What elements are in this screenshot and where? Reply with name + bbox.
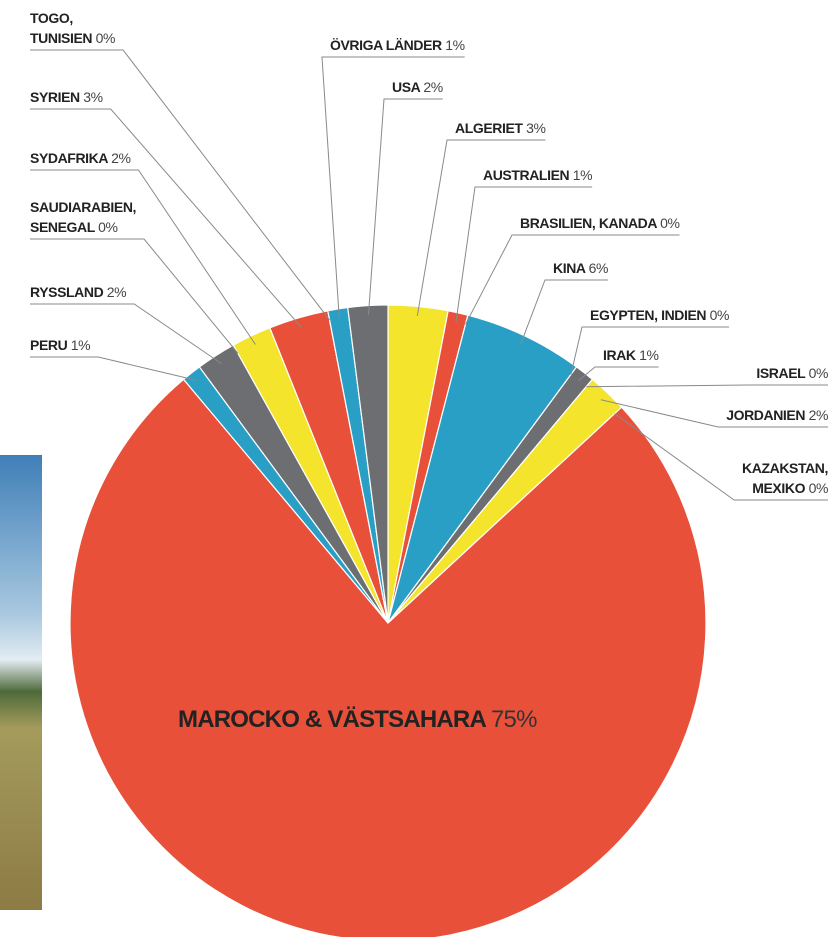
leader-line bbox=[586, 384, 828, 388]
slice-label: KINA 6% bbox=[553, 258, 608, 278]
value-label: 0% bbox=[709, 307, 730, 323]
leader-line bbox=[600, 399, 828, 428]
value-label: 1% bbox=[639, 347, 659, 363]
slice bbox=[347, 304, 389, 624]
leader-line bbox=[30, 303, 222, 364]
slice-label: TOGO, TUNISIEN 0% bbox=[30, 8, 115, 48]
value-label: 0% bbox=[98, 219, 118, 235]
category-name: MAROCKO & VÄSTSAHARA bbox=[178, 706, 486, 733]
category-name: RYSSLAND bbox=[30, 284, 104, 300]
slice-label: MAROCKO & VÄSTSAHARA 75% bbox=[178, 706, 537, 734]
slice-label: AUSTRALIEN 1% bbox=[483, 165, 593, 185]
leader-line bbox=[465, 234, 680, 325]
value-label: 75% bbox=[491, 706, 537, 733]
slice-label: RYSSLAND 2% bbox=[30, 282, 127, 302]
category-name: KAZAKSTAN, MEXIKO bbox=[742, 460, 828, 496]
category-name: JORDANIEN bbox=[726, 407, 806, 423]
leader-line bbox=[570, 326, 730, 375]
value-label: 2% bbox=[423, 79, 443, 95]
category-name: SYDAFRIKA bbox=[30, 150, 108, 166]
slice-label: ÖVRIGA LÄNDER 1% bbox=[330, 35, 465, 55]
category-name: ALGERIET bbox=[455, 120, 523, 136]
category-name: IRAK bbox=[603, 347, 636, 363]
slice-label: BRASILIEN, KANADA 0% bbox=[520, 213, 680, 233]
value-label: 2% bbox=[106, 284, 127, 300]
value-label: 0% bbox=[808, 365, 829, 381]
category-name: ÖVRIGA LÄNDER bbox=[330, 37, 442, 53]
leader-line bbox=[578, 366, 659, 381]
leader-line bbox=[614, 413, 828, 501]
slice-label: ALGERIET 3% bbox=[455, 118, 546, 138]
slice-label: SYDAFRIKA 2% bbox=[30, 148, 131, 168]
category-name: PERU bbox=[30, 337, 68, 353]
slice-label: SYRIEN 3% bbox=[30, 87, 103, 107]
value-label: 3% bbox=[83, 89, 103, 105]
category-name: KINA bbox=[553, 260, 586, 276]
value-label: 3% bbox=[526, 120, 546, 136]
slice-label: EGYPTEN, INDIEN 0% bbox=[590, 305, 729, 325]
value-label: 0% bbox=[660, 215, 680, 231]
slice-label: SAUDIARABIEN, SENEGAL 0% bbox=[30, 197, 136, 237]
value-label: 1% bbox=[70, 337, 91, 353]
leader-line bbox=[30, 356, 198, 382]
leader-line bbox=[30, 169, 256, 345]
category-name: AUSTRALIEN bbox=[483, 167, 570, 183]
leader-line bbox=[367, 98, 443, 316]
category-name: EGYPTEN, INDIEN bbox=[590, 307, 707, 323]
leader-line bbox=[455, 186, 593, 323]
leader-line bbox=[30, 108, 302, 328]
category-name: USA bbox=[392, 79, 420, 95]
value-label: 0% bbox=[95, 30, 116, 46]
leader-line bbox=[520, 279, 609, 345]
value-label: 1% bbox=[445, 37, 465, 53]
category-name: SAUDIARABIEN, SENEGAL bbox=[30, 199, 137, 235]
category-name: SYRIEN bbox=[30, 89, 80, 105]
value-label: 6% bbox=[588, 260, 609, 276]
leader-line bbox=[321, 56, 465, 319]
leader-line bbox=[416, 139, 546, 317]
leader-line bbox=[30, 49, 331, 321]
slice-label: ISRAEL 0% bbox=[756, 363, 828, 383]
value-label: 2% bbox=[808, 407, 829, 423]
value-label: 2% bbox=[111, 150, 131, 166]
value-label: 1% bbox=[572, 167, 593, 183]
slice-label: IRAK 1% bbox=[603, 345, 659, 365]
category-name: ISRAEL bbox=[756, 365, 806, 381]
slice bbox=[69, 378, 707, 937]
leader-line bbox=[30, 238, 239, 354]
slice-label: USA 2% bbox=[392, 77, 443, 97]
category-name: TOGO, TUNISIEN bbox=[30, 10, 93, 46]
slice-label: PERU 1% bbox=[30, 335, 91, 355]
photo bbox=[0, 455, 42, 910]
category-name: BRASILIEN, KANADA bbox=[520, 215, 657, 231]
slice-label: JORDANIEN 2% bbox=[726, 405, 828, 425]
value-label: 0% bbox=[808, 480, 829, 496]
slice-label: KAZAKSTAN, MEXIKO 0% bbox=[742, 458, 828, 498]
